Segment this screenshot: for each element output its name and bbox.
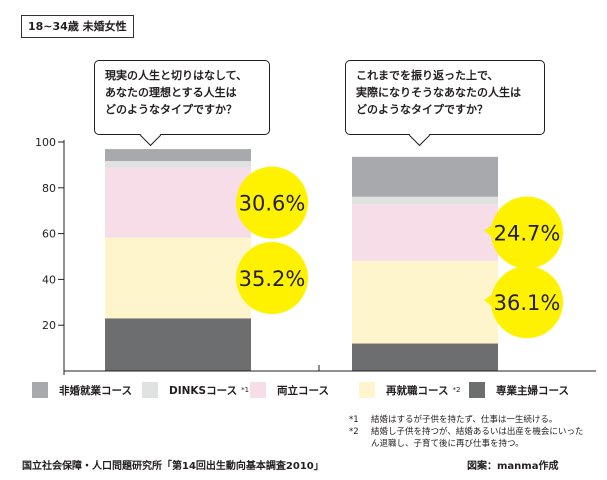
bar-segment	[352, 196, 498, 205]
callout-bubble	[236, 166, 308, 239]
question-line: これまでを振り返った上で、	[356, 69, 499, 82]
bar-segment	[352, 156, 498, 197]
legend-footnote-mark: *1	[241, 386, 250, 394]
legend-item-housewife: 専業主婦コース	[469, 382, 569, 398]
question-box-ideal: 現実の人生と切りはなして、 あなたの理想とする人生は どのようなタイプですか？	[94, 60, 270, 135]
legend-footnote-mark: *2	[452, 386, 461, 394]
bar-segment	[352, 204, 498, 261]
legend-item-dinks: DINKSコース *1	[142, 382, 249, 398]
callout-label: 24.7%	[494, 222, 561, 246]
y-tick-label: 80	[42, 182, 56, 195]
legend-item-reemployment: 再就職コース *2	[359, 382, 460, 398]
legend-label: 再就職コース	[386, 384, 449, 397]
legend-swatch	[250, 382, 266, 398]
bar-segment	[352, 260, 498, 344]
y-tick-label: 60	[42, 228, 56, 241]
question-line: どのようなタイプですか？	[105, 103, 237, 116]
footnote-text: 結婚はするが子供を持たず、仕事は一生続ける。	[371, 415, 558, 425]
y-tick-label: 40	[42, 273, 56, 286]
legend-swatch	[142, 382, 158, 398]
bar-segment	[105, 318, 251, 371]
legend-label: 両立コース	[277, 384, 329, 397]
callout-bubble	[491, 266, 563, 339]
survey-group-tag: 18~34歳 未婚女性	[21, 15, 134, 38]
y-tick-label: 20	[42, 319, 56, 332]
legend-item-dual: 両立コース	[250, 382, 329, 398]
bar-segment	[352, 343, 498, 371]
footnote-text: 結婚し子供を持つが、結婚あるいは出産を機会にいった	[371, 427, 584, 437]
callout-label: 30.6%	[239, 192, 306, 216]
footnote-mark: *2	[349, 427, 359, 437]
callout-label: 36.1%	[494, 291, 561, 315]
bar-segment	[105, 167, 251, 238]
question-box-expected: これまでを振り返った上で、 実際になりそうなあなたの人生は どのようなタイプです…	[345, 60, 545, 135]
legend-item-single-career: 非婚就業コース	[32, 382, 132, 398]
source-citation: 国立社会保障・人口問題研究所「第14回出生動向基本調査2010」	[22, 461, 324, 472]
question-line: 現実の人生と切りはなして、	[105, 69, 248, 82]
bar-segment	[105, 161, 251, 168]
callout-bubble	[236, 242, 308, 315]
footnote-mark: *1	[349, 415, 359, 425]
bar-segment	[105, 237, 251, 319]
legend-swatch	[469, 382, 485, 398]
legend-label: 専業主婦コース	[496, 384, 569, 397]
callout-bubble	[491, 196, 563, 269]
legend-swatch	[32, 382, 48, 398]
footnote-reemployment: *2 結婚し子供を持つが、結婚あるいは出産を機会にいった ん退職し、子育て後に再び…	[349, 426, 583, 450]
question-line: どのようなタイプですか？	[356, 103, 488, 116]
legend-swatch	[359, 382, 375, 398]
question-line: あなたの理想とする人生は	[105, 86, 237, 99]
footnote-text: ん退職し、子育て後に再び仕事を持つ。	[371, 439, 524, 449]
legend-label: DINKSコース	[169, 384, 238, 397]
callout-label: 35.2%	[239, 267, 306, 291]
legend-label: 非婚就業コース	[59, 384, 132, 397]
bar-segment	[105, 149, 251, 162]
y-tick-label: 100	[35, 136, 56, 149]
footnote-dinks: *1 結婚はするが子供を持たず、仕事は一生続ける。	[349, 414, 557, 426]
question-line: 実際になりそうなあなたの人生は	[356, 86, 521, 99]
design-credit: 図案：manma作成	[467, 461, 559, 472]
